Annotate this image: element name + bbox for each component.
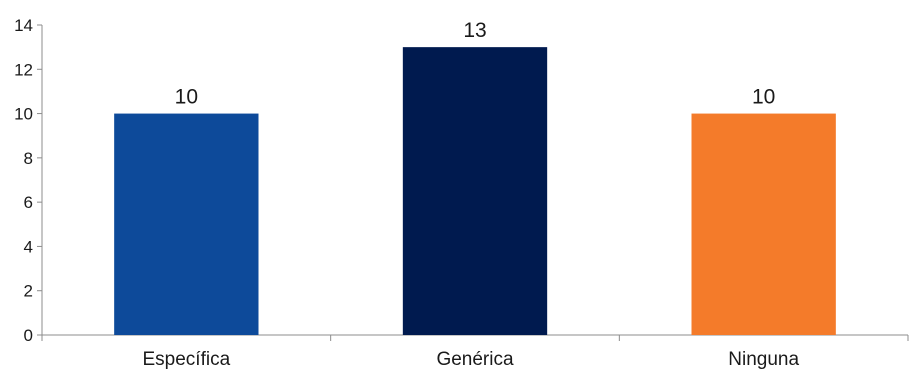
y-axis: 0 2 4 6 8 10 12 14 (14, 16, 43, 345)
x-category-label: Ninguna (728, 349, 799, 370)
bar (114, 113, 259, 335)
bar (402, 47, 548, 336)
y-tick-label: 0 (24, 326, 33, 345)
y-tick-label: 14 (14, 16, 33, 35)
x-category-label: Específica (143, 349, 231, 370)
bars-group (114, 47, 836, 336)
y-tick-label: 8 (24, 149, 33, 168)
data-label: 10 (175, 86, 198, 109)
y-tick-label: 2 (24, 282, 33, 301)
x-axis: Específica Genérica Ninguna (41, 334, 909, 370)
y-tick-label: 4 (24, 237, 33, 256)
x-category-label: Genérica (436, 349, 514, 370)
y-tick-label: 6 (24, 193, 33, 212)
data-labels-group: 10 13 10 (175, 19, 776, 108)
data-label: 10 (752, 86, 775, 109)
bar (691, 113, 836, 335)
y-tick-label: 12 (14, 60, 33, 79)
data-label: 13 (463, 19, 486, 42)
y-tick-label: 10 (14, 105, 33, 124)
